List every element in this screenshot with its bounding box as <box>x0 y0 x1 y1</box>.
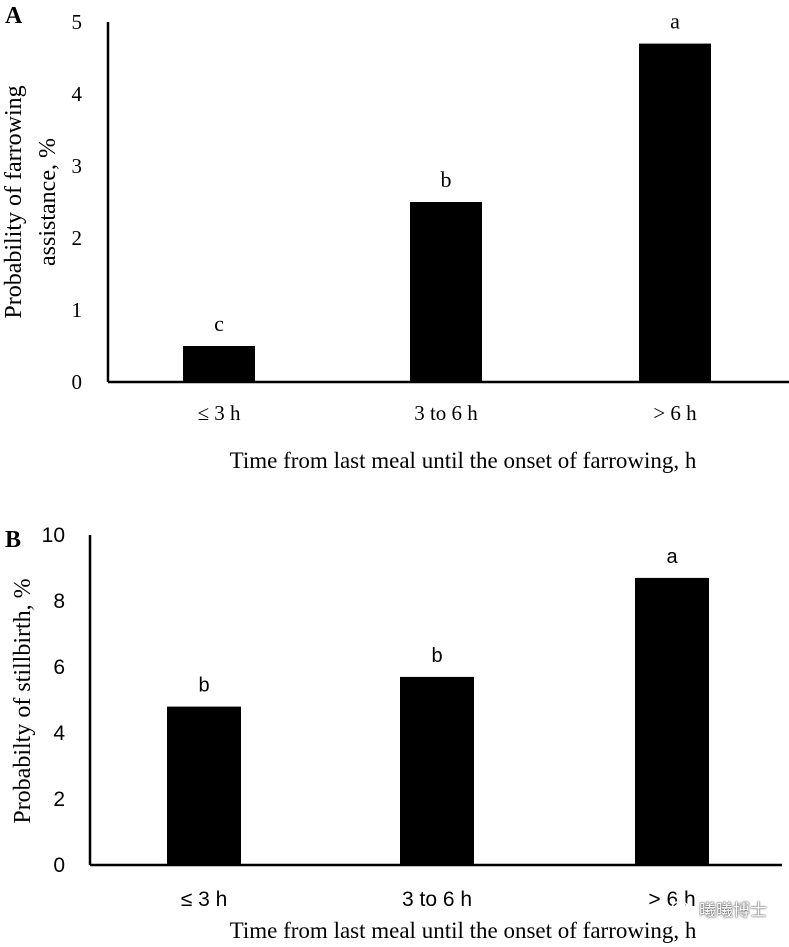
panel-b-significance-letter: b <box>198 675 209 697</box>
panel-a-y-axis-title: Probability of farrowing <box>1 85 27 318</box>
panel-b-y-tick-label: 10 <box>42 524 65 547</box>
wechat-bubble-icon <box>671 900 692 917</box>
panel-a-bar <box>639 43 711 382</box>
panel-b-x-category-label: 3 to 6 h <box>402 888 472 911</box>
panel-a-y-tick-label: 2 <box>72 226 83 250</box>
panel-a-y-tick-label: 4 <box>72 82 83 106</box>
watermark: 曦曦博士 <box>671 896 767 921</box>
panel-b-y-tick-label: 4 <box>53 722 65 745</box>
panel-a-x-category-label: 3 to 6 h <box>414 401 478 425</box>
panel-b-y-tick-label: 8 <box>53 590 65 613</box>
panel-a-bar <box>410 202 482 382</box>
panel-b-y-tick-label: 6 <box>53 656 65 679</box>
panel-b-y-tick-label: 0 <box>53 854 65 877</box>
panel-b-significance-letter: a <box>666 546 678 568</box>
panel-b-significance-letter: b <box>431 645 442 667</box>
panel-a-y-tick-label: 1 <box>72 298 83 322</box>
panel-a-y-axis-title: assistance, % <box>35 138 61 266</box>
panel-a-significance-letter: c <box>214 311 224 336</box>
panel-b-y-tick-label: 2 <box>53 788 65 811</box>
panel-b-bar <box>167 706 241 865</box>
panel-a-x-category-label: > 6 h <box>653 401 697 425</box>
panel-a-label: A <box>5 3 23 29</box>
panel-b-bar <box>400 676 474 865</box>
panel-b-x-axis-title: Time from last meal until the onset of f… <box>230 918 697 943</box>
panel-a-significance-letter: a <box>670 9 680 34</box>
panel-b-x-category-label: ≤ 3 h <box>181 888 228 911</box>
panel-a-bar <box>183 346 255 382</box>
panel-b-bar <box>635 577 709 865</box>
panel-b-label: B <box>5 527 21 553</box>
panel-a-significance-letter: b <box>441 167 452 192</box>
panel-a-y-tick-label: 3 <box>72 154 83 178</box>
panel-a-y-tick-label: 5 <box>72 10 83 34</box>
panel-b-y-axis-title: Probabilty of stillbirth, % <box>10 578 36 823</box>
watermark-text: 曦曦博士 <box>699 901 767 921</box>
panel-a-y-tick-label: 0 <box>72 370 83 394</box>
panel-a-x-axis-title: Time from last meal until the onset of f… <box>230 448 697 473</box>
panel-a-x-category-label: ≤ 3 h <box>197 401 241 425</box>
